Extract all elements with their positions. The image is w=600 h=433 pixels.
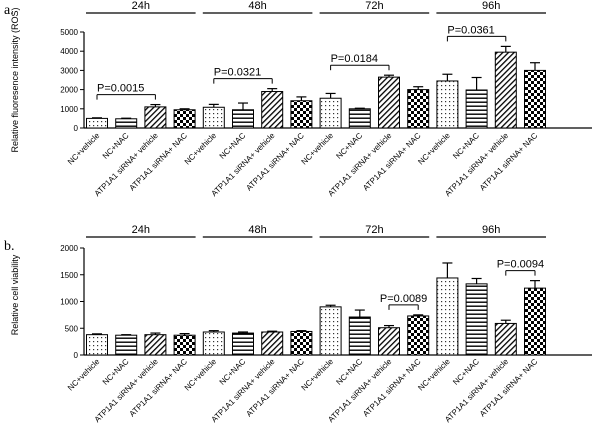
category-label: NC+vehicle bbox=[416, 131, 452, 167]
category-label: ATP1A1 siRNA+ NAC bbox=[478, 357, 540, 419]
bar bbox=[348, 108, 371, 129]
group-label: 72h bbox=[365, 0, 383, 12]
y-tick-label: 0 bbox=[74, 124, 79, 133]
bar bbox=[232, 109, 254, 129]
bar bbox=[524, 69, 546, 129]
category-label: NC+vehicle bbox=[66, 131, 102, 167]
bar bbox=[494, 51, 517, 129]
category-label: NC+vehicle bbox=[416, 357, 452, 393]
bar bbox=[144, 334, 167, 356]
category-label: NC+vehicle bbox=[300, 131, 336, 167]
group-label: 72h bbox=[365, 224, 383, 236]
bar bbox=[494, 322, 517, 356]
bar bbox=[202, 106, 225, 129]
y-tick-label: 0 bbox=[74, 351, 79, 360]
category-label: ATP1A1 siRNA+ NAC bbox=[244, 131, 306, 193]
bar bbox=[319, 97, 342, 129]
bar bbox=[290, 330, 313, 356]
bar bbox=[465, 89, 488, 129]
category-label: NC+NAC bbox=[334, 131, 364, 161]
bar bbox=[524, 287, 546, 356]
bar bbox=[465, 283, 488, 356]
bar bbox=[261, 91, 284, 129]
bar bbox=[86, 334, 108, 356]
bar bbox=[378, 327, 400, 356]
category-label: ATP1A1 siRNA+ NAC bbox=[244, 357, 306, 419]
y-tick-label: 3000 bbox=[60, 66, 78, 75]
p-value: P=0.0015 bbox=[97, 83, 144, 95]
category-label: NC+NAC bbox=[334, 357, 364, 387]
category-label: ATP1A1 siRNA+ NAC bbox=[128, 357, 190, 419]
bar bbox=[115, 334, 138, 356]
category-label: ATP1A1 siRNA+ NAC bbox=[361, 357, 423, 419]
y-tick-label: 1000 bbox=[60, 298, 78, 307]
category-label: NC+vehicle bbox=[183, 357, 219, 393]
category-label: ATP1A1 siRNA+ NAC bbox=[128, 131, 190, 193]
panel-a-ylabel: Relative fluoresence intensity (ROS) bbox=[10, 7, 20, 152]
group-label: 24h bbox=[132, 0, 150, 12]
category-label: ATP1A1 siRNA+ NAC bbox=[478, 131, 540, 193]
y-tick-label: 4000 bbox=[60, 47, 78, 56]
bar bbox=[290, 100, 313, 129]
bar bbox=[319, 306, 342, 356]
group-label: 96h bbox=[482, 0, 500, 12]
bar bbox=[202, 331, 225, 356]
bar bbox=[173, 109, 196, 129]
panel-b-ylabel: Relative cell viability bbox=[10, 254, 20, 335]
category-label: NC+vehicle bbox=[66, 357, 102, 393]
bar bbox=[436, 80, 459, 129]
category-label: NC+NAC bbox=[218, 131, 248, 161]
group-label: 24h bbox=[132, 224, 150, 236]
bar bbox=[348, 316, 371, 356]
y-tick-label: 2000 bbox=[60, 244, 78, 253]
p-value: P=0.0361 bbox=[447, 24, 494, 36]
p-value: P=0.0184 bbox=[331, 53, 378, 65]
bar bbox=[407, 315, 430, 356]
group-label: 48h bbox=[248, 0, 266, 12]
category-label: NC+NAC bbox=[101, 357, 131, 387]
bar bbox=[407, 89, 430, 129]
y-tick-label: 1500 bbox=[60, 271, 78, 280]
p-value: P=0.0094 bbox=[497, 259, 544, 271]
p-value: P=0.0089 bbox=[380, 293, 427, 305]
category-label: NC+NAC bbox=[451, 357, 481, 387]
panel-a-label: a. bbox=[4, 3, 14, 18]
y-tick-label: 500 bbox=[65, 324, 79, 333]
bar bbox=[86, 117, 108, 129]
bar bbox=[173, 334, 196, 356]
group-label: 48h bbox=[248, 224, 266, 236]
category-label: NC+NAC bbox=[101, 131, 131, 161]
y-tick-label: 1000 bbox=[60, 105, 78, 114]
category-label: ATP1A1 siRNA+ NAC bbox=[361, 131, 423, 193]
category-label: NC+vehicle bbox=[183, 131, 219, 167]
panel-b-label: b. bbox=[4, 239, 15, 254]
p-value: P=0.0321 bbox=[214, 67, 261, 79]
category-label: NC+vehicle bbox=[300, 357, 336, 393]
bar bbox=[436, 277, 459, 356]
bar bbox=[232, 332, 254, 356]
group-label: 96h bbox=[482, 224, 500, 236]
bar bbox=[144, 106, 167, 129]
bar bbox=[115, 118, 138, 129]
bar bbox=[261, 331, 284, 356]
category-label: NC+NAC bbox=[451, 131, 481, 161]
y-tick-label: 2000 bbox=[60, 86, 78, 95]
bar bbox=[378, 76, 400, 129]
y-tick-label: 5000 bbox=[60, 28, 78, 37]
category-label: NC+NAC bbox=[218, 357, 248, 387]
